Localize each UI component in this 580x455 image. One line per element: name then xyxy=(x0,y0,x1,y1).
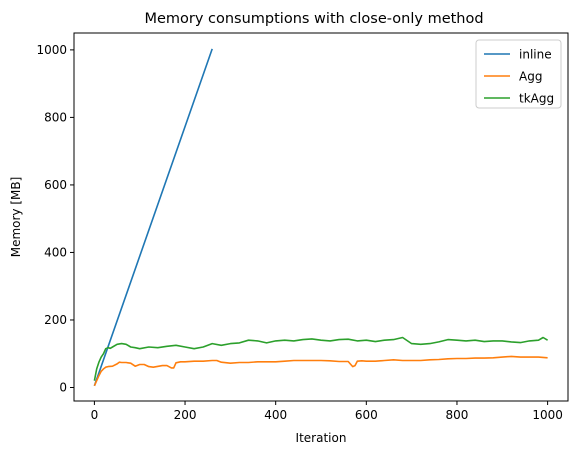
series-line-tkagg xyxy=(93,336,549,381)
legend: inline Agg tkAgg xyxy=(475,39,562,109)
x-tick-label: 800 xyxy=(446,408,469,422)
legend-box xyxy=(475,39,562,109)
y-tick-label: 200 xyxy=(44,313,67,327)
y-tick-label: 400 xyxy=(44,245,67,259)
x-tick-label: 1000 xyxy=(532,408,563,422)
y-tick-label: 800 xyxy=(44,110,67,124)
plot-frame xyxy=(73,32,569,402)
series-line-inline xyxy=(93,48,213,387)
legend-label-inline: inline xyxy=(519,48,552,62)
y-axis-label: Memory [MB] xyxy=(9,177,23,258)
legend-label-agg: Agg xyxy=(519,70,542,84)
y-tick-label: 600 xyxy=(44,178,67,192)
y-tick-label: 1000 xyxy=(36,43,67,57)
chart-title: Memory consumptions with close-only meth… xyxy=(144,11,483,27)
x-tick-label: 200 xyxy=(174,408,197,422)
plot-area: 0 200 400 600 800 1000 0 200 400 600 800 1000 inline… xyxy=(36,32,569,422)
x-tick-label: 600 xyxy=(355,408,378,422)
series-line-agg xyxy=(93,355,548,387)
x-tick-label: 0 xyxy=(91,408,99,422)
y-tick-label: 0 xyxy=(59,380,67,394)
x-tick-label: 400 xyxy=(264,408,287,422)
x-axis-label: Iteration xyxy=(296,431,347,445)
legend-label-tkagg: tkAgg xyxy=(519,92,554,106)
